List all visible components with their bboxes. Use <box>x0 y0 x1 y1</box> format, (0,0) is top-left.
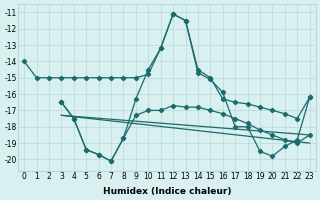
X-axis label: Humidex (Indice chaleur): Humidex (Indice chaleur) <box>103 187 231 196</box>
